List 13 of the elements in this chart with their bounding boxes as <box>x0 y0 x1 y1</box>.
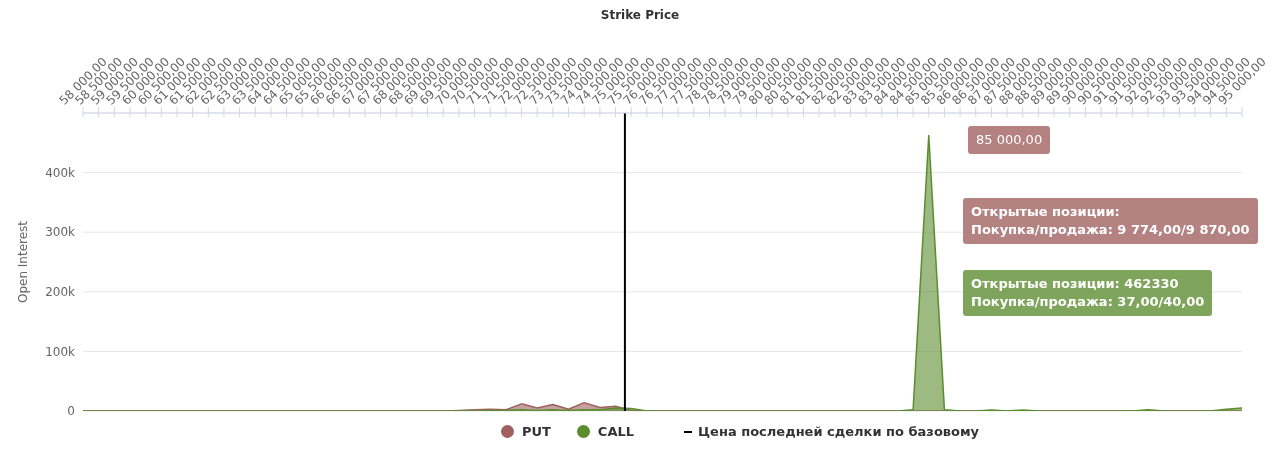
y-axis-title: Open Interest <box>16 220 31 304</box>
y-tick-label: 0 <box>67 404 75 419</box>
legend-label: Цена последней сделки по базовому <box>697 424 980 439</box>
y-tick-label: 100k <box>45 344 76 359</box>
tooltip: Открытые позиции: 462330 Покупка/продажа: 37,00/40,00 <box>963 270 1213 316</box>
tooltip: 85 000,00 <box>968 126 1051 154</box>
chart-title: Strike Price <box>599 8 681 24</box>
tooltip: Открытые позиции: Покупка/продажа: 9 774,00/9 870,00 <box>963 198 1258 244</box>
legend-label: PUT <box>520 424 551 439</box>
y-tick-label: 200k <box>45 285 76 300</box>
y-tick-label: 300k <box>45 225 76 240</box>
legend-label: CALL <box>596 424 635 439</box>
y-tick-label: 400k <box>45 165 76 180</box>
